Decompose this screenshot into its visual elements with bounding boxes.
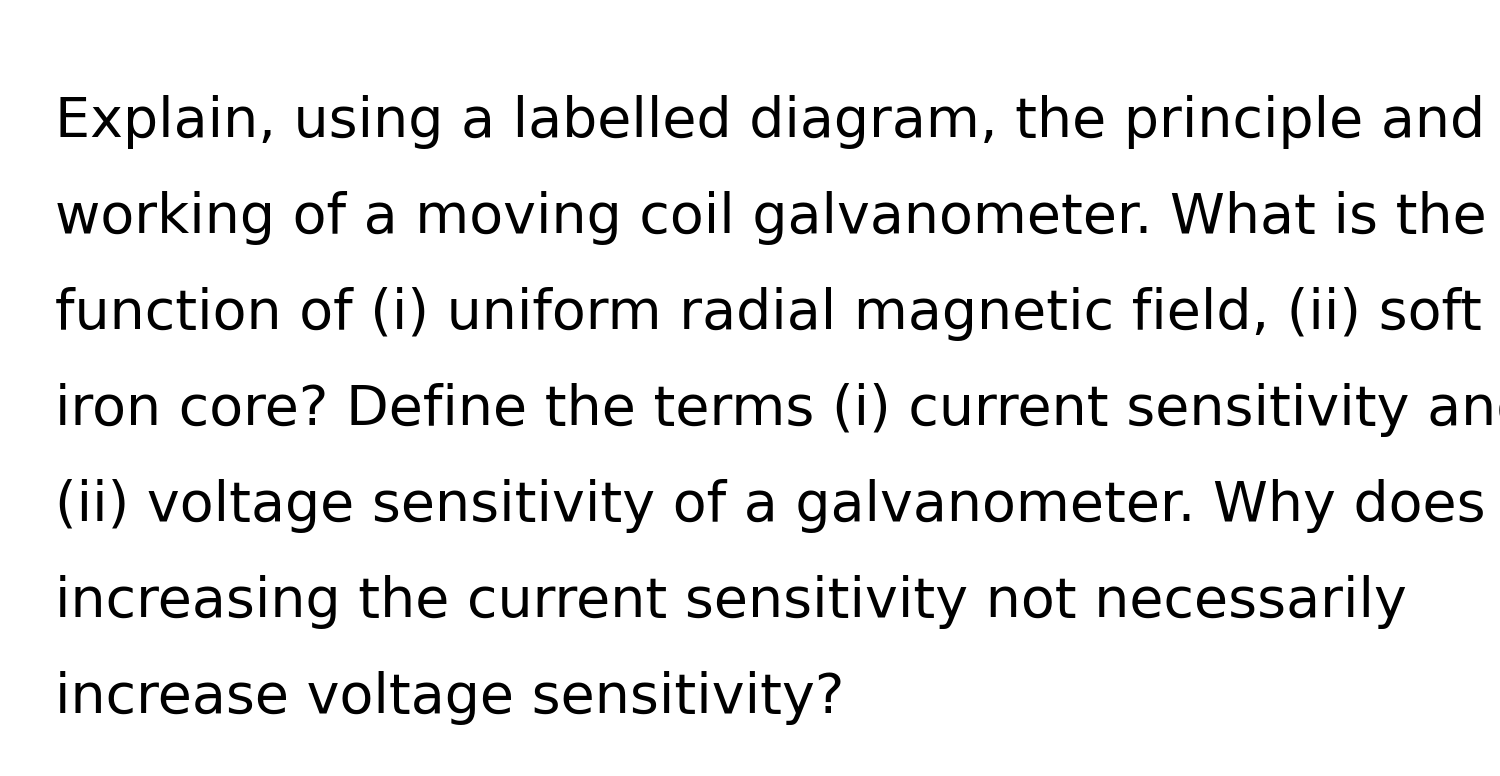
Text: Explain, using a labelled diagram, the principle and: Explain, using a labelled diagram, the p… bbox=[56, 95, 1485, 149]
Text: function of (i) uniform radial magnetic field, (ii) soft: function of (i) uniform radial magnetic … bbox=[56, 287, 1482, 341]
Text: (ii) voltage sensitivity of a galvanometer. Why does: (ii) voltage sensitivity of a galvanomet… bbox=[56, 479, 1485, 533]
Text: increase voltage sensitivity?: increase voltage sensitivity? bbox=[56, 671, 844, 725]
Text: iron core? Define the terms (i) current sensitivity and: iron core? Define the terms (i) current … bbox=[56, 383, 1500, 437]
Text: working of a moving coil galvanometer. What is the: working of a moving coil galvanometer. W… bbox=[56, 191, 1486, 245]
Text: increasing the current sensitivity not necessarily: increasing the current sensitivity not n… bbox=[56, 575, 1407, 629]
